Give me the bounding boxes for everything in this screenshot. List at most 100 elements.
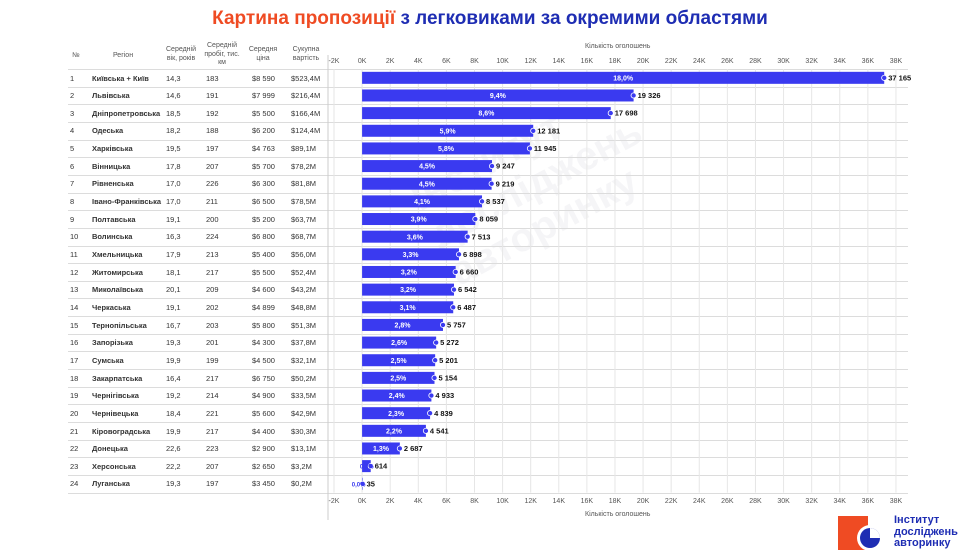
bar [362,107,611,120]
share-label: 4,1% [414,199,431,206]
bar [362,124,534,137]
header-region: Регіон [112,52,134,59]
table-cell-num: 15 [70,320,79,330]
value-label: 5 272 [440,338,459,347]
x-axis-title-top: Кількість оголошень [585,43,651,50]
table-cell-total: $37,8M [291,338,317,348]
table-cell-region: Одеська [92,126,124,136]
table-cell-total: $30,3M [291,426,317,436]
table-cell-region: Дніпропетровська [92,108,161,118]
header-mileage: Середній пробіг, тис. км [204,42,240,66]
x-tick-label-bottom: 4K [414,498,423,505]
table-cell-region: Кіровоградська [92,426,151,436]
bar-end-marker [881,74,888,81]
table-cell-age: 19,1 [166,214,181,224]
bar [362,336,437,349]
value-label: 614 [375,462,388,471]
share-label: 3,2% [401,270,418,277]
table-cell-total: $78,2M [291,161,317,171]
table-cell-num: 10 [70,232,79,242]
table-cell-age: 18,5 [166,108,181,118]
bar-end-marker [489,163,496,170]
share-label: 2,6% [391,340,408,347]
x-tick-label-top: 28K [749,58,762,65]
x-tick-label-top: 12K [524,58,537,65]
table-cell-age: 19,1 [166,302,181,312]
table-cell-price: $5 800 [252,320,275,330]
value-label: 5 757 [447,321,466,330]
share-label: 8,6% [478,111,495,118]
table-cell-num: 23 [70,461,79,471]
share-label: 1,3% [373,446,390,453]
bar [362,407,431,420]
row-divider [68,69,908,70]
page-title: Картина пропозиції з легковиками за окре… [0,8,980,30]
table-cell-total: $0,2M [291,479,312,489]
table-cell-price: $4 400 [252,426,275,436]
value-label: 5 201 [439,356,458,365]
table-cell-total: $78,5M [291,197,317,207]
header-total: Сукупна вартість [292,46,320,62]
table-cell-total: $124,4M [291,126,321,136]
table-cell-age: 16,3 [166,232,181,242]
table-cell-mileage: 211 [206,197,218,207]
bar-end-marker [607,110,614,117]
bar-end-marker [433,339,440,346]
table-cell-price: $6 200 [252,126,275,136]
row-divider [68,439,908,441]
x-tick-label-bottom: 20K [637,498,650,505]
table-cell-mileage: 199 [206,355,219,365]
table-cell-age: 17,0 [166,179,181,189]
bar-end-marker [530,127,537,134]
table-cell-mileage: 202 [206,302,219,312]
x-axis-title-bottom: Кількість оголошень [585,511,651,518]
bar-end-marker [630,92,637,99]
table-cell-total: $51,3M [291,320,317,330]
bar [362,265,456,278]
share-label: 3,6% [407,234,424,241]
value-label: 9 219 [496,179,515,188]
x-tick-label-top: 10K [496,58,509,65]
table-cell-mileage: 183 [206,73,219,83]
table-cell-region: Херсонська [92,461,136,471]
table-cell-mileage: 188 [206,126,219,136]
table-cell-price: $5 500 [252,267,275,277]
bar-end-marker [432,357,439,364]
table-cell-age: 14,6 [166,91,181,101]
table-cell-num: 4 [70,126,75,136]
table-cell-region: Закарпатська [92,373,143,383]
table-cell-num: 7 [70,179,75,189]
row-divider [68,280,908,282]
table-cell-age: 18,2 [166,126,181,136]
table-cell-price: $4 300 [252,338,275,348]
table-cell-num: 9 [70,214,75,224]
bar-end-marker [526,145,533,152]
table-cell-mileage: 209 [206,285,219,295]
table-cell-region: Донецька [92,444,128,454]
table-cell-total: $32,1M [291,355,317,365]
value-label: 12 181 [537,126,560,135]
value-label: 5 154 [439,373,459,382]
row-divider [68,422,908,423]
table-cell-mileage: 217 [206,267,219,277]
x-tick-label-top: -2K [329,58,340,65]
x-tick-label-bottom: 38K [890,498,903,505]
bar [362,177,492,190]
header-price: Середня ціна [248,46,278,62]
table-cell-region: Сумська [92,355,124,365]
x-tick-label-top: 26K [721,58,734,65]
x-tick-label-top: 2K [386,58,395,65]
x-tick-label-bottom: 0K [358,498,367,505]
table-cell-num: 1 [70,73,75,83]
row-divider [68,86,908,88]
table-cell-age: 20,1 [166,285,181,295]
share-label: 3,1% [400,305,417,312]
table-cell-price: $8 590 [252,73,275,83]
table-cell-price: $4 600 [252,285,275,295]
value-label: 4 839 [434,409,453,418]
table-cell-price: $4 900 [252,391,275,401]
table-cell-region: Житомирська [92,267,143,277]
x-tick-label-bottom: 22K [665,498,678,505]
table-cell-region: Луганська [92,479,130,489]
x-tick-label-bottom: 12K [524,498,537,505]
